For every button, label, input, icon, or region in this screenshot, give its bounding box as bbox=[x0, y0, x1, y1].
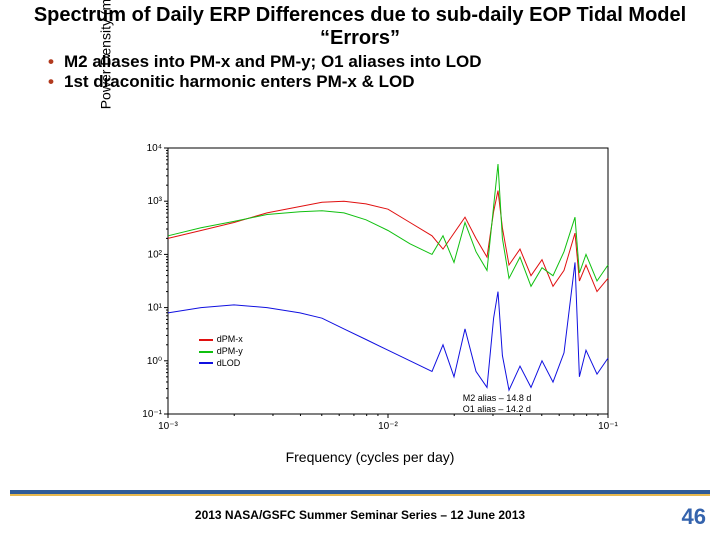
svg-text:10⁻³: 10⁻³ bbox=[158, 421, 178, 432]
y-axis-label: Power Density (mas2 or μs2/ cpd) bbox=[95, 0, 114, 150]
legend-item: dLOD bbox=[199, 358, 243, 370]
footer-rule bbox=[10, 490, 710, 496]
svg-text:10⁴: 10⁴ bbox=[147, 143, 162, 154]
svg-text:10³: 10³ bbox=[148, 196, 163, 207]
svg-text:10⁻²: 10⁻² bbox=[378, 421, 398, 432]
bullet-item: 1st draconitic harmonic enters PM-x & LO… bbox=[48, 72, 690, 92]
svg-text:10¹: 10¹ bbox=[148, 303, 163, 314]
alias-label: O1 alias – 14.2 d bbox=[463, 404, 532, 415]
alias-label: M2 alias – 14.8 d bbox=[463, 393, 532, 404]
legend-item: dPM-y bbox=[199, 346, 243, 358]
alias-annotations: M2 alias – 14.8 dO1 alias – 14.2 d bbox=[463, 393, 532, 416]
chart-legend: dPM-xdPM-ydLOD bbox=[199, 334, 243, 369]
ylabel-part: Power Density (mas bbox=[98, 0, 114, 109]
page-number: 46 bbox=[682, 504, 706, 530]
legend-item: dPM-x bbox=[199, 334, 243, 346]
footer: 2013 NASA/GSFC Summer Seminar Series – 1… bbox=[0, 500, 720, 536]
spectrum-chart: 10⁻¹ 10⁰ 10¹ 10² 10³ 10⁴ 10⁻³ 10⁻² 10⁻¹ bbox=[120, 140, 620, 440]
x-axis-label: Frequency (cycles per day) bbox=[120, 450, 620, 465]
svg-text:10⁻¹: 10⁻¹ bbox=[142, 409, 162, 420]
bullet-item: M2 aliases into PM-x and PM-y; O1 aliase… bbox=[48, 52, 690, 72]
svg-text:10²: 10² bbox=[148, 249, 163, 260]
svg-text:10⁰: 10⁰ bbox=[147, 356, 162, 367]
slide-root: Spectrum of Daily ERP Differences due to… bbox=[0, 0, 720, 540]
footer-rule-bottom bbox=[10, 494, 710, 496]
footer-text: 2013 NASA/GSFC Summer Seminar Series – 1… bbox=[0, 508, 720, 522]
svg-text:10⁻¹: 10⁻¹ bbox=[598, 421, 618, 432]
